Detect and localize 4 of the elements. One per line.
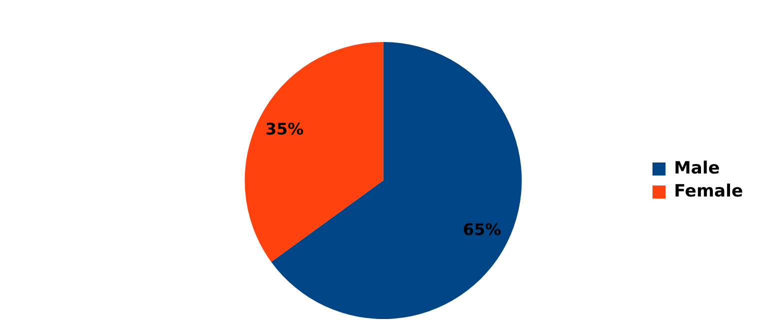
data-label: 35% xyxy=(265,119,304,138)
legend-label: Female xyxy=(674,181,744,202)
data-label: 65% xyxy=(462,220,502,239)
legend-label: Male xyxy=(674,158,720,178)
